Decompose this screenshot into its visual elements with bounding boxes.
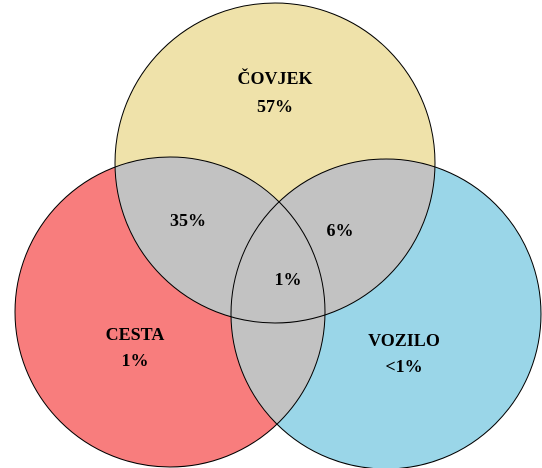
intersection-value: 35% [170, 210, 206, 230]
intersection-value: 6% [327, 220, 354, 240]
intersection-value: 1% [275, 269, 302, 289]
set-value: 1% [122, 350, 149, 370]
set-label: VOZILO [368, 330, 440, 350]
set-value: <1% [385, 356, 422, 376]
set-label: ČOVJEK [237, 67, 312, 88]
set-label: CESTA [106, 324, 165, 344]
set-value: 57% [257, 96, 293, 116]
outline-cesta [14, 156, 326, 468]
outline-vozilo [230, 158, 542, 468]
outline-covjek [114, 2, 436, 324]
